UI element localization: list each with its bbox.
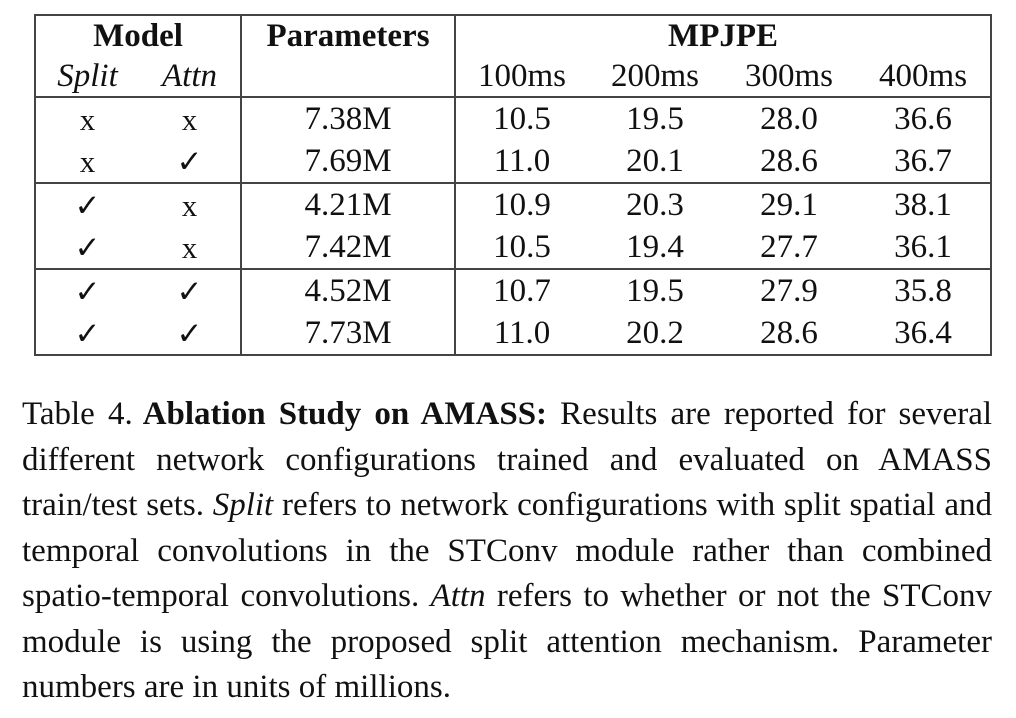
split-cell: x (34, 96, 139, 140)
ablation-table-container: Model Parameters MPJPE Split Attn 100ms … (33, 14, 993, 356)
header-horizon: 100ms (478, 57, 567, 94)
mpjpe-cell: 27.7 (760, 228, 818, 265)
header-horizon: 300ms (745, 57, 834, 94)
mpjpe-cell: 10.7 (455, 268, 589, 312)
params-cell: 4.52M (241, 268, 457, 312)
ablation-table: Model Parameters MPJPE Split Attn 100ms … (33, 14, 993, 356)
header-model: Model (33, 14, 243, 56)
mpjpe-cell: 11.0 (455, 312, 589, 356)
mpjpe-cell: 20.3 (588, 182, 723, 226)
header-horizon: 400ms (856, 56, 993, 97)
attn-cell: x (139, 96, 243, 140)
mpjpe-cell: 36.1 (856, 226, 993, 269)
split-cell: x (34, 140, 139, 183)
mpjpe-cell: 19.5 (588, 268, 723, 312)
mpjpe-cell: 36.6 (856, 96, 993, 140)
table-row: x x 7.38M 10.5 19.5 28.0 36.6 (34, 96, 993, 140)
caption-text: refers to whether or not the STConv modu… (22, 578, 992, 705)
caption-title: Ablation Study on AMASS: (142, 396, 548, 432)
mpjpe-cell: 20.2 (588, 312, 723, 356)
split-cell: ✓ (34, 268, 139, 312)
attn-cell: ✓ (139, 268, 243, 312)
mpjpe-cell: 29.1 (722, 182, 857, 226)
params-cell: 7.69M (241, 140, 457, 183)
caption-attn-term: Attn (430, 578, 486, 614)
mpjpe-cell: 27.9 (722, 268, 857, 312)
mpjpe-cell: 11.0 (493, 142, 551, 179)
header-row-1: Model Parameters MPJPE (33, 14, 993, 56)
header-horizon: 200ms (611, 57, 700, 94)
caption-text: refers to network configurations with sp… (22, 487, 992, 614)
table-row: ✓ ✓ 7.73M 11.0 20.2 28.6 36.4 (34, 312, 993, 356)
split-cell: ✓ (34, 182, 139, 226)
table-row: x ✓ 7.69M 11.0 20.1 28.6 36.7 (34, 140, 993, 183)
header-parameters: Parameters (241, 14, 457, 56)
header-split: Split (34, 56, 139, 97)
mpjpe-cell: 10.5 (455, 96, 589, 140)
caption-text: Results are reported for several differe… (22, 396, 993, 523)
attn-cell: ✓ (139, 312, 243, 356)
mpjpe-cell: 35.8 (856, 268, 993, 312)
table-row: ✓ x 7.42M 10.5 19.4 27.7 36.1 (34, 226, 993, 269)
attn-cell: ✓ (139, 140, 243, 183)
header-row-2: Split Attn 100ms 200ms 300ms 400ms (34, 56, 993, 97)
header-params-blank (241, 56, 457, 97)
mpjpe-cell: 38.1 (856, 182, 993, 226)
mpjpe-cell: 20.1 (626, 142, 684, 179)
params-cell: 7.73M (241, 312, 457, 356)
header-attn: Attn (139, 56, 243, 97)
mpjpe-cell: 28.0 (722, 96, 857, 140)
caption-label: Table 4. (22, 396, 133, 432)
table-row: ✓ x 4.21M 10.9 20.3 29.1 38.1 (34, 182, 993, 226)
mpjpe-cell: 36.7 (856, 140, 993, 183)
params-cell: 7.42M (241, 226, 457, 269)
split-cell: ✓ (34, 312, 139, 356)
attn-cell: x (139, 182, 243, 226)
split-cell: ✓ (34, 226, 139, 269)
params-cell: 4.21M (241, 182, 457, 226)
mpjpe-cell: 28.6 (722, 312, 857, 356)
mpjpe-cell: 19.5 (588, 96, 723, 140)
mpjpe-cell: 28.6 (760, 142, 818, 179)
mpjpe-cell: 10.9 (455, 182, 589, 226)
params-cell: 7.38M (241, 96, 457, 140)
caption-split-term: Split (212, 487, 274, 523)
mpjpe-cell: 10.5 (493, 228, 551, 265)
mpjpe-cell: 36.4 (856, 312, 993, 356)
table-row: ✓ ✓ 4.52M 10.7 19.5 27.9 35.8 (34, 268, 993, 312)
attn-cell: x (139, 226, 243, 269)
mpjpe-cell: 19.4 (626, 228, 684, 265)
table-caption: Table 4. Ablation Study on AMASS: Results… (22, 392, 992, 711)
header-mpjpe: MPJPE (455, 14, 993, 56)
